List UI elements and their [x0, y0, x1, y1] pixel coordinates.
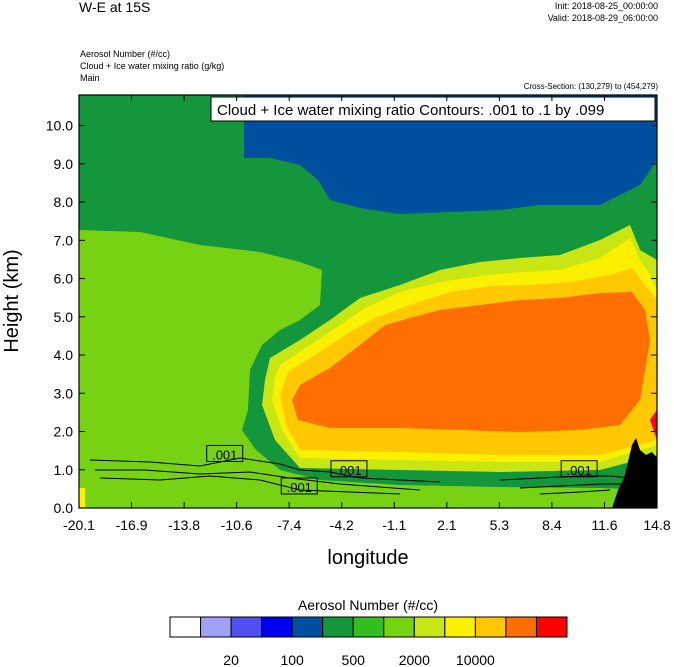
x-tick-label: 5.3 [490, 517, 510, 533]
valid-time: Valid: 2018-08-29_06:00:00 [547, 13, 658, 23]
plot-frame [78, 94, 658, 509]
colorbar-swatch [261, 616, 293, 638]
variable-1: Aerosol Number (#/cc) [80, 49, 171, 59]
contour-label-box [560, 460, 598, 478]
contour-line [519, 483, 625, 489]
fill-upper-blue [244, 95, 657, 214]
x-tick-label: 8.4 [542, 517, 562, 533]
contour-labels: .001 .001 .001 .001 [206, 444, 598, 495]
y-tick-label: 2.0 [54, 424, 74, 440]
y-tick-label: 7.0 [54, 232, 74, 248]
x-axis-label: longitude [327, 547, 408, 569]
plot-title: W-E at 15S [79, 0, 151, 15]
contour-line [95, 469, 421, 491]
contour-label: .001 [287, 480, 312, 495]
contour-lines [89, 457, 631, 495]
y-tick-label: 5.0 [54, 309, 74, 325]
fill-light-green [79, 230, 657, 508]
y-tick-label: 9.0 [54, 156, 74, 172]
colorbar-label: 10000 [456, 652, 495, 667]
x-tick-label: -4.2 [330, 517, 354, 533]
y-tick-label: 8.0 [54, 194, 74, 210]
contour-line [539, 489, 611, 495]
x-tick-label: -20.1 [63, 517, 95, 533]
field-fill [79, 95, 657, 508]
contour-info: Cloud + Ice water mixing ratio Contours:… [210, 96, 656, 122]
x-tick-label: -16.9 [116, 517, 148, 533]
y-tick-label: 4.0 [54, 347, 74, 363]
colorbar-swatch [535, 616, 568, 638]
colorbar-swatch [230, 616, 263, 638]
colorbar-label: 500 [342, 652, 366, 667]
colorbar-swatch [200, 616, 232, 638]
colorbar-swatch [291, 616, 324, 638]
y-tick-label: 0.0 [54, 500, 74, 516]
contour-label-box [330, 460, 368, 478]
contour-info-text: Cloud + Ice water mixing ratio Contours:… [217, 102, 604, 119]
colorbar-swatch [352, 616, 385, 638]
variable-3: Main [80, 73, 100, 83]
contour-line [499, 475, 631, 481]
terrain [612, 438, 657, 508]
variable-2: Cloud + Ice water mixing ratio (g/kg) [80, 61, 225, 71]
contour-label-box [206, 444, 244, 462]
init-time: Init: 2018-08-25_00:00:00 [554, 1, 658, 11]
colorbar-swatch [169, 616, 202, 638]
fill-red [650, 410, 657, 440]
contour-label: .001 [212, 447, 237, 462]
x-tick-label: 2.1 [437, 517, 457, 533]
colorbar-swatch [444, 616, 476, 638]
cross-section-label: Cross-Section: (130,279) to (454,279) [523, 82, 658, 91]
contour-line [99, 475, 401, 495]
y-ticks: 0.0 1.0 2.0 3.0 4.0 5.0 6.0 7.0 8.0 9.0 10.0 [46, 118, 657, 516]
colorbar-swatch [322, 616, 354, 638]
contour-info-box [210, 96, 656, 122]
y-axis-label: Height (km) [1, 249, 23, 352]
colorbar-swatch [505, 616, 537, 638]
contour-label: .001 [336, 463, 361, 478]
colorbar-label: 100 [280, 652, 304, 667]
x-tick-label: 11.6 [591, 517, 617, 533]
contour-label: .001 [567, 463, 592, 478]
colorbar-swatch [413, 616, 446, 638]
fill-yellow-patch [79, 488, 85, 508]
y-tick-label: 10.0 [46, 118, 73, 134]
colorbar-swatch [383, 616, 415, 638]
y-tick-label: 1.0 [54, 462, 74, 478]
y-tick-label: 3.0 [54, 385, 74, 401]
x-tick-label: -10.6 [221, 517, 253, 533]
x-ticks: -20.1 -16.9 -13.8 -10.6 -7.4 -4.2 -1.1 2.1 5.3 8.… [63, 95, 671, 533]
colorbar-swatch [474, 616, 507, 638]
contour-line [89, 457, 441, 483]
x-tick-label: -1.1 [382, 517, 406, 533]
fill-orange [292, 292, 650, 432]
x-tick-label: 14.8 [643, 517, 670, 533]
colorbar-title: Aerosol Number (#/cc) [298, 597, 438, 613]
contour-label-box [280, 477, 318, 495]
colorbar [169, 616, 568, 638]
x-tick-label: -7.4 [277, 517, 301, 533]
colorbar-labels: 20 100 500 2000 10000 [223, 652, 495, 667]
colorbar-label: 20 [223, 652, 239, 667]
y-tick-label: 6.0 [54, 271, 74, 287]
colorbar-label: 2000 [399, 652, 430, 667]
x-tick-label: -13.8 [168, 517, 200, 533]
